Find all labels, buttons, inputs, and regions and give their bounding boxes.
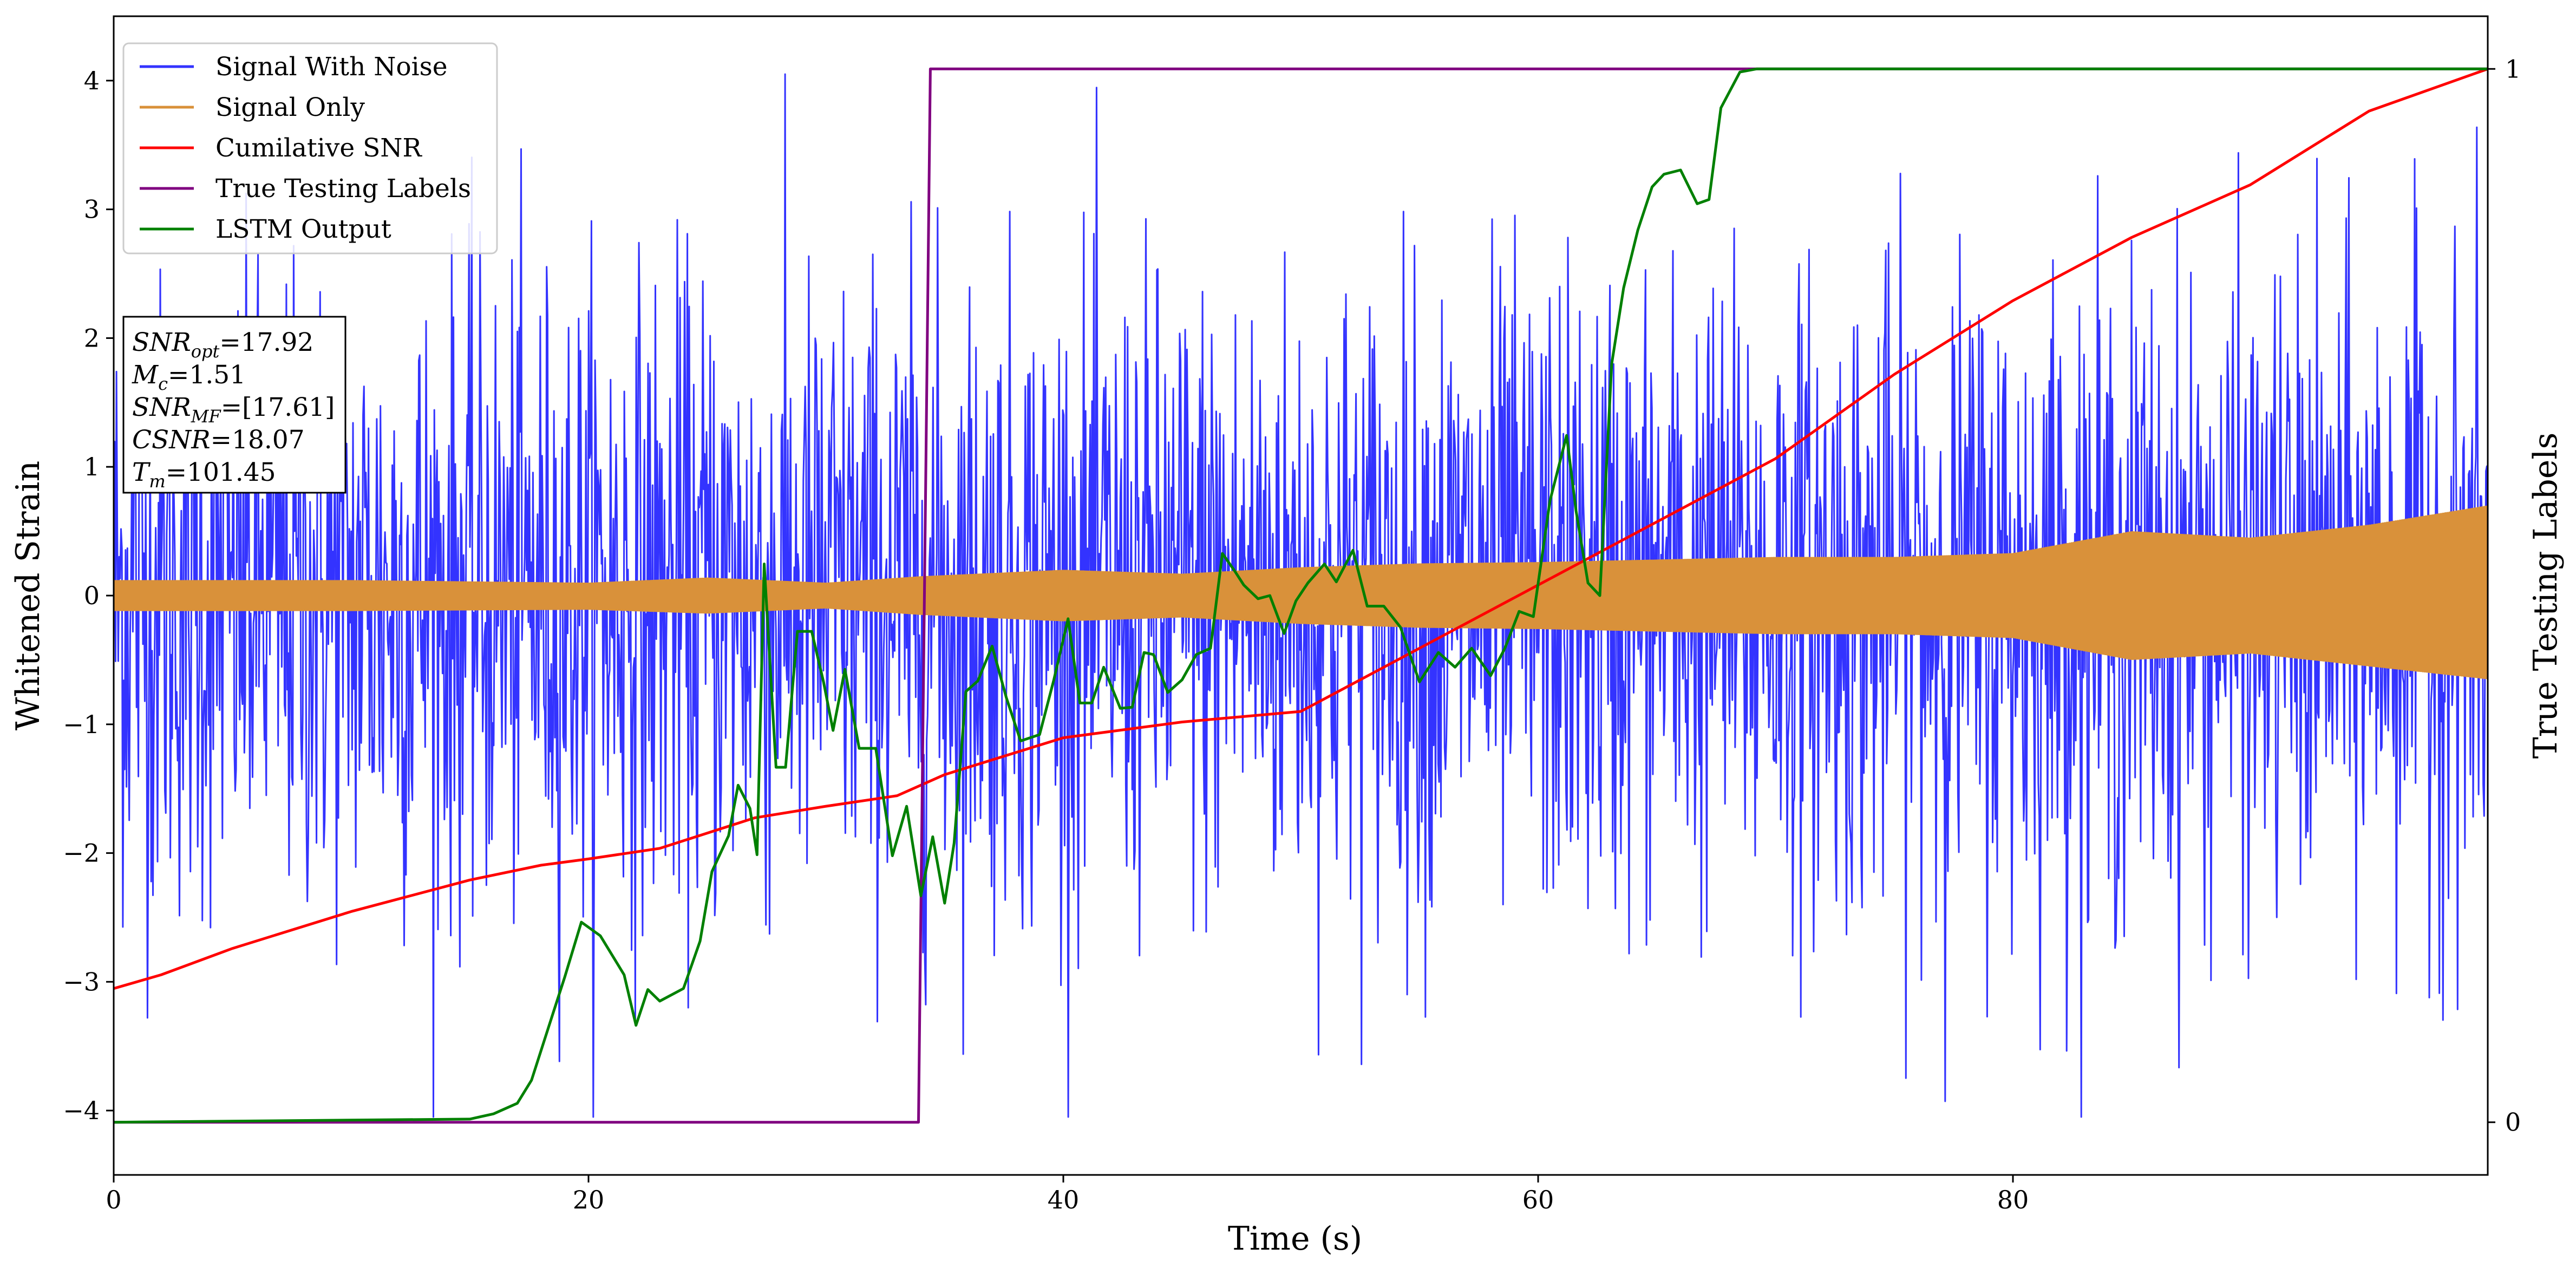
annotation-subscript: opt	[191, 341, 220, 362]
line-series-group	[114, 67, 2488, 1124]
x-tick-label: 40	[1048, 1185, 1080, 1214]
annotation-line: SNRopt=17.92	[132, 328, 313, 362]
legend: Signal With Noise Signal Only Cumilative S…	[122, 42, 498, 254]
x-axis-ticks: 0 20 40 60 80	[106, 1175, 2029, 1214]
annotation-value: =18.07	[211, 425, 305, 455]
y2-tick-label: 0	[2505, 1108, 2521, 1137]
y-tick-label: −2	[63, 839, 100, 868]
annotation-value: =1.51	[168, 360, 246, 390]
annotation-line: SNRMF=[17.61]	[132, 393, 335, 427]
lstm-output-line	[114, 67, 2488, 1124]
annotation-variable: CSNR	[132, 425, 211, 455]
legend-label: LSTM Output	[215, 214, 391, 244]
parameters-annotation: SNRopt=17.92Mc=1.51SNRMF=[17.61]CSNR=18.…	[122, 316, 346, 494]
y-axis-title: Whitened Strain	[9, 461, 47, 730]
x-axis-title: Time (s)	[1228, 1220, 1362, 1258]
annotation-variable: M	[132, 360, 159, 390]
annotation-subscript: MF	[191, 406, 222, 427]
y-axis-ticks: −4 −3 −2 −1 0 1 2 3 4	[63, 66, 114, 1125]
legend-label: Signal Only	[215, 93, 365, 122]
annotation-value: =17.92	[219, 328, 313, 357]
y-tick-label: −4	[63, 1096, 100, 1125]
y-tick-label: 2	[84, 323, 100, 352]
y-tick-label: −1	[63, 710, 100, 739]
annotation-line: CSNR=18.07	[132, 425, 305, 455]
x-tick-label: 60	[1522, 1185, 1554, 1214]
x-tick-label: 20	[573, 1185, 605, 1214]
y-tick-label: 3	[84, 195, 100, 224]
cumulative-snr-line	[114, 67, 2488, 990]
x-tick-label: 0	[106, 1185, 121, 1214]
y-tick-label: 4	[84, 66, 100, 95]
y-tick-label: 1	[84, 452, 100, 481]
y-tick-label: 0	[84, 581, 100, 610]
legend-box	[122, 42, 498, 254]
annotation-box	[122, 316, 346, 494]
annotation-line: Mc=1.51	[132, 360, 246, 394]
legend-label: Signal With Noise	[215, 52, 448, 82]
annotation-value: =[17.61]	[221, 393, 335, 422]
annotation-variable: SNR	[132, 328, 191, 357]
y2-axis-title: True Testing Labels	[2527, 433, 2565, 759]
annotation-line: Tm=101.45	[132, 458, 276, 492]
y2-tick-label: 1	[2505, 54, 2521, 83]
y2-axis-ticks: 01	[2488, 54, 2521, 1137]
x-tick-label: 80	[1997, 1185, 2029, 1214]
annotation-subscript: c	[158, 374, 168, 394]
y-tick-label: −3	[63, 967, 100, 996]
annotation-variable: T	[132, 458, 151, 487]
annotation-variable: SNR	[132, 393, 191, 422]
annotation-value: =101.45	[166, 458, 276, 487]
legend-label: Cumilative SNR	[215, 133, 422, 163]
annotation-subscript: m	[149, 471, 165, 492]
true-testing-labels-line	[114, 67, 2488, 1124]
legend-label: True Testing Labels	[215, 174, 471, 204]
